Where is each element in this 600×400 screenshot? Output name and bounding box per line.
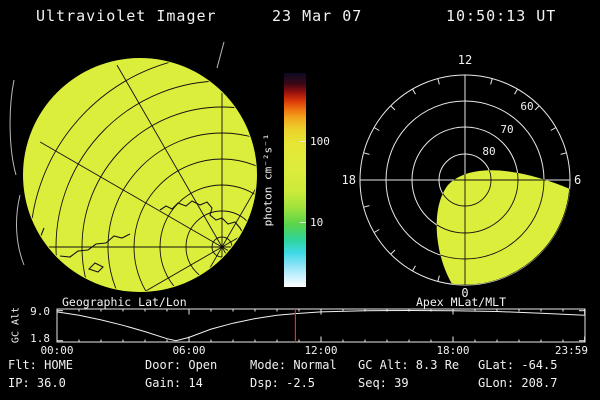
colorbar-tick-label-10: 10 bbox=[310, 216, 324, 229]
gcalt-xtick-0600: 06:00 bbox=[172, 344, 206, 357]
gcalt-xtick-2359: 23:59 bbox=[554, 344, 588, 357]
status-glon: GLon: 208.7 bbox=[478, 376, 558, 390]
mlt-label-6: 6 bbox=[574, 173, 581, 187]
polar-panel: 12 18 6 0 60 70 80 bbox=[342, 53, 582, 300]
title-date: 23 Mar 07 bbox=[272, 7, 363, 25]
gcalt-ylabel: GC Alt bbox=[10, 306, 22, 344]
gcalt-curve bbox=[56, 309, 585, 342]
status-ip: IP: 36.0 bbox=[8, 376, 66, 390]
colorbar-tick-10 bbox=[300, 222, 306, 223]
status-mode: Mode: Normal bbox=[250, 358, 337, 372]
gcalt-xtick-1200: 12:00 bbox=[304, 344, 338, 357]
gcalt-xtick-0000: 00:00 bbox=[40, 344, 74, 357]
status-gain: Gain: 14 bbox=[145, 376, 203, 390]
caption-apex: Apex MLat/MLT bbox=[416, 295, 507, 309]
mlt-label-12: 12 bbox=[458, 53, 472, 67]
status-flt: Flt: HOME bbox=[8, 358, 74, 372]
mlt-label-18: 18 bbox=[342, 173, 356, 187]
geo-image-panel bbox=[9, 41, 257, 292]
mlat-label-60: 60 bbox=[520, 100, 533, 113]
gcalt-ytick-top: 9.0 bbox=[30, 305, 50, 318]
mlat-label-80: 80 bbox=[482, 145, 495, 158]
colorbar-tick-label-100: 100 bbox=[310, 135, 330, 148]
colorbar bbox=[284, 73, 306, 287]
status-dsp: Dsp: -2.5 bbox=[250, 376, 316, 390]
app-title: Ultraviolet Imager bbox=[36, 7, 217, 25]
status-seq: Seq: 39 bbox=[358, 376, 409, 390]
uv-emission-blob bbox=[436, 170, 570, 285]
title-time: 10:50:13 UT bbox=[446, 7, 557, 25]
colorbar-tick-100 bbox=[300, 141, 306, 142]
status-glat: GLat: -64.5 bbox=[478, 358, 558, 372]
gcalt-axis-ticks bbox=[56, 309, 586, 342]
map-lines-outside-disk bbox=[9, 41, 225, 266]
gcalt-ytick-bottom: 1.8 bbox=[30, 332, 50, 345]
caption-geographic: Geographic Lat/Lon bbox=[62, 295, 187, 309]
mlt-label-0: 0 bbox=[461, 286, 468, 300]
gcalt-strip-chart bbox=[56, 308, 586, 343]
colorbar-label: photon cm⁻²s⁻¹ bbox=[261, 133, 275, 227]
gcalt-xtick-1800: 18:00 bbox=[436, 344, 470, 357]
status-gcalt: GC Alt: 8.3 Re bbox=[358, 358, 460, 372]
mlat-label-70: 70 bbox=[500, 123, 513, 136]
status-door: Door: Open bbox=[145, 358, 218, 372]
